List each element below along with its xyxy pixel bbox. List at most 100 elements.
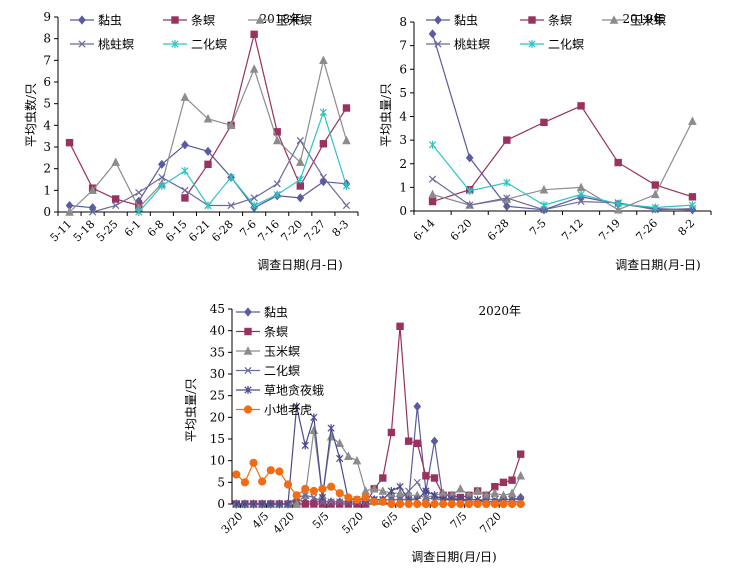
y-tick-label: 4 [399,110,407,124]
y-tick-label: 40 [210,324,225,338]
y-tick-label: 30 [210,367,225,381]
data-point [296,193,305,203]
series-line [432,105,693,203]
data-point [135,188,143,197]
data-point [301,500,309,508]
data-point [413,499,422,509]
y-tick-label: 1 [43,183,51,197]
series-6 [232,458,525,509]
data-point [413,478,421,486]
x-tick-label: 8-2 [676,217,698,239]
data-point [508,476,516,484]
data-point [272,135,282,145]
data-point [465,153,474,163]
legend-label: 二化螟 [191,38,227,52]
legend-swatch-marker [171,40,179,48]
data-point [327,482,336,491]
legend-entry: 桃蛀螟 [70,37,134,52]
x-tick-label: 6-28 [209,218,236,245]
data-point [344,451,353,461]
data-point [88,185,97,195]
x-tick-label: 7/20 [477,510,504,537]
data-point [540,118,548,127]
y-tick-label: 0 [217,497,225,511]
legend-entry: 二化螟 [163,38,227,52]
x-tick-label: 6-20 [448,217,475,244]
data-point [335,438,345,448]
legend-entry: 桃蛀螟 [426,37,490,52]
data-point [111,157,121,166]
series-5 [135,108,351,216]
data-point [295,157,305,166]
data-point [430,491,439,500]
data-point [405,487,413,495]
series-line [92,139,347,213]
legend-swatch-marker [244,327,252,336]
data-point [422,472,430,480]
data-point [613,205,623,214]
data-point [466,186,474,195]
data-point [342,104,351,112]
y-tick-label: 7 [43,53,51,67]
y-tick-label: 15 [210,432,225,446]
y-tick-label: 25 [210,389,225,403]
y-tick-labels: 0 1 2 3 4 5 6 7 8 [399,15,414,218]
data-point [688,116,697,125]
data-point [396,322,404,331]
data-point [473,499,482,509]
x-tick-label: 6-1 [122,218,144,240]
legend-label: 黏虫 [264,306,288,320]
data-point [292,499,301,508]
data-point [422,487,430,495]
legend-swatch-marker [171,16,179,24]
data-point [507,488,517,497]
data-point [309,425,319,435]
data-point [482,499,491,509]
data-point [88,208,97,216]
x-tick-label: 5-18 [71,218,98,245]
data-point [284,500,292,508]
x-tick-label: 8-3 [330,218,352,240]
data-point [336,500,344,508]
y-tick-label: 5 [43,97,51,111]
data-point [447,499,456,509]
legend-swatch-marker [434,15,442,25]
data-point [379,474,387,482]
data-point [204,201,212,210]
data-point [296,136,304,145]
data-point [157,159,166,169]
data-point [309,486,318,496]
data-point [158,182,166,190]
data-point [688,201,697,210]
data-point [651,181,660,189]
legend-label: 黏虫 [98,14,122,28]
y-tick-label: 7 [399,39,407,53]
legend-entry: 条螟 [520,14,572,28]
data-point [181,194,189,202]
data-point [503,136,511,144]
legend-entry: 玉米螟 [236,345,300,359]
legend-label: 桃蛀螟 [98,37,134,52]
series-line [432,178,693,211]
data-point [301,484,310,493]
y-tick-label: 0 [43,205,51,219]
data-point [344,493,353,502]
data-point [283,480,293,489]
x-tick-label: 3/20 [219,510,246,537]
series-3 [428,116,697,214]
y-tick-label: 4 [43,118,51,132]
y-tick-label: 8 [399,15,407,29]
legend-swatch-marker [609,15,619,24]
data-point [258,477,267,486]
data-point [336,498,344,506]
series-5 [428,140,697,212]
series-line [432,33,693,211]
x-tick-label: 7-20 [278,218,305,245]
data-point [370,497,379,506]
data-point [387,487,396,495]
x-axis-label: 调查日期(月-日) [257,258,342,272]
y-axis-label: 平均虫数/只 [23,83,38,147]
data-point [516,471,526,480]
